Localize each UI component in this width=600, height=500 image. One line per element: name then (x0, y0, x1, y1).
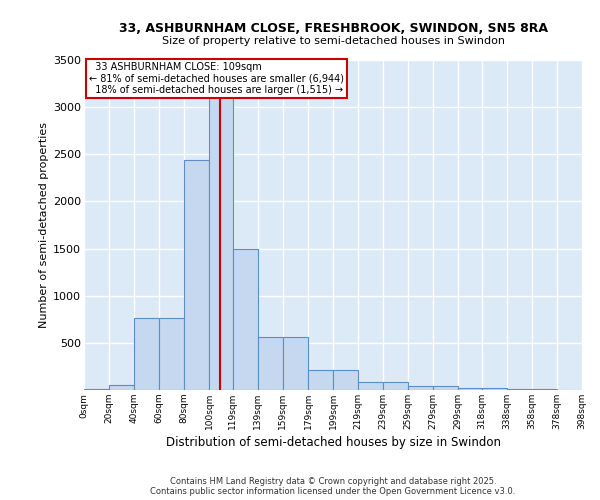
Text: Size of property relative to semi-detached houses in Swindon: Size of property relative to semi-detach… (161, 36, 505, 46)
Bar (159, 318, 184, 390)
Bar (283, 337, 308, 390)
Bar (458, 388, 482, 390)
Bar (433, 386, 458, 390)
Bar (233, 248, 258, 390)
Text: Contains HM Land Registry data © Crown copyright and database right 2025.
Contai: Contains HM Land Registry data © Crown c… (151, 476, 515, 496)
Bar (109, 385, 134, 390)
Y-axis label: Number of semi-detached properties: Number of semi-detached properties (39, 122, 49, 328)
Bar (184, 160, 209, 390)
X-axis label: Distribution of semi-detached houses by size in Swindon: Distribution of semi-detached houses by … (166, 436, 500, 449)
Bar (308, 370, 333, 390)
Bar (134, 318, 159, 390)
Bar (408, 386, 433, 390)
Bar (333, 370, 358, 390)
Bar (532, 389, 557, 390)
Bar (258, 337, 283, 390)
Bar (383, 382, 408, 390)
Text: 33 ASHBURNHAM CLOSE: 109sqm
← 81% of semi-detached houses are smaller (6,944)
  : 33 ASHBURNHAM CLOSE: 109sqm ← 81% of sem… (89, 62, 344, 95)
Bar (482, 388, 507, 390)
Bar (358, 382, 383, 390)
Bar (209, 84, 233, 390)
Bar (507, 389, 532, 390)
Text: 33, ASHBURNHAM CLOSE, FRESHBROOK, SWINDON, SN5 8RA: 33, ASHBURNHAM CLOSE, FRESHBROOK, SWINDO… (119, 22, 548, 36)
Bar (84, 388, 109, 390)
